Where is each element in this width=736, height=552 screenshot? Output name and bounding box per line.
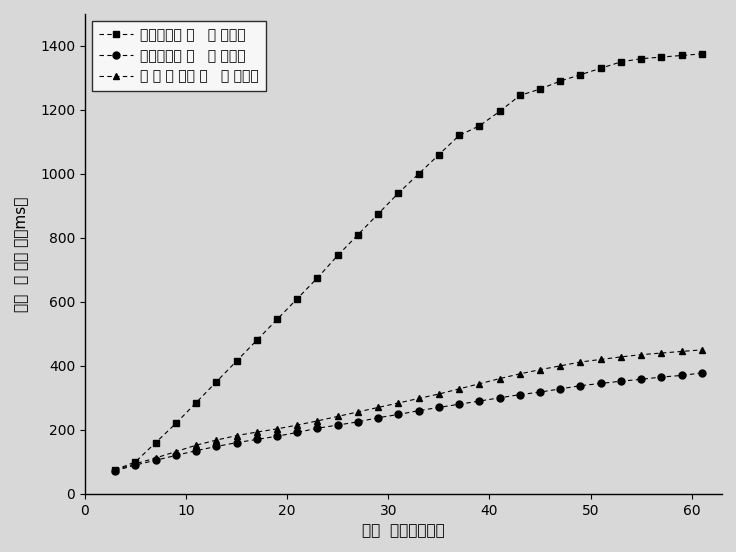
- 典型并行方 法   建 立光路: [536, 389, 545, 395]
- 典型并行方 法   建 立光路: [353, 418, 362, 425]
- 本 发 明 的方 法   建 立光路: [414, 395, 423, 402]
- 传统串行方 法   建 立光路: [151, 439, 160, 446]
- 本 发 明 的方 法   建 立光路: [313, 417, 322, 424]
- 典型并行方 法   建 立光路: [374, 415, 383, 421]
- 本 发 明 的方 法   建 立光路: [515, 370, 524, 377]
- 本 发 明 的方 法   建 立光路: [333, 413, 342, 420]
- 典型并行方 法   建 立光路: [495, 395, 504, 401]
- 典型并行方 法   建 立光路: [212, 443, 221, 450]
- 典型并行方 法   建 立光路: [313, 425, 322, 432]
- 典型并行方 法   建 立光路: [556, 386, 565, 392]
- 传统串行方 法   建 立光路: [252, 337, 261, 343]
- 本 发 明 的方 法   建 立光路: [576, 359, 585, 365]
- 典型并行方 法   建 立光路: [151, 457, 160, 464]
- 典型并行方 法   建 立光路: [252, 436, 261, 443]
- 典型并行方 法   建 立光路: [596, 380, 605, 387]
- 典型并行方 法   建 立光路: [637, 376, 645, 383]
- 本 发 明 的方 法   建 立光路: [131, 460, 140, 467]
- 传统串行方 法   建 立光路: [698, 51, 707, 57]
- Line: 典型并行方 法   建 立光路: 典型并行方 法 建 立光路: [112, 369, 705, 474]
- 本 发 明 的方 法   建 立光路: [272, 426, 281, 432]
- 传统串行方 法   建 立光路: [677, 52, 686, 59]
- 传统串行方 法   建 立光路: [374, 210, 383, 217]
- Y-axis label: 光路  建 立时 间（ms）: 光路 建 立时 间（ms）: [14, 196, 29, 311]
- 本 发 明 的方 法   建 立光路: [151, 455, 160, 461]
- 本 发 明 的方 法   建 立光路: [677, 348, 686, 355]
- 本 发 明 的方 法   建 立光路: [191, 442, 200, 449]
- 本 发 明 的方 法   建 立光路: [536, 367, 545, 373]
- 典型并行方 法   建 立光路: [515, 391, 524, 398]
- 本 发 明 的方 法   建 立光路: [455, 386, 464, 392]
- 本 发 明 的方 法   建 立光路: [293, 422, 302, 428]
- 本 发 明 的方 法   建 立光路: [353, 408, 362, 415]
- X-axis label: 光路  需要的节点数: 光路 需要的节点数: [362, 523, 445, 538]
- 本 发 明 的方 法   建 立光路: [475, 380, 484, 387]
- 传统串行方 法   建 立光路: [232, 358, 241, 364]
- 典型并行方 法   建 立光路: [171, 452, 180, 459]
- 本 发 明 的方 法   建 立光路: [232, 432, 241, 439]
- 传统串行方 法   建 立光路: [171, 420, 180, 427]
- 传统串行方 法   建 立光路: [212, 379, 221, 385]
- 传统串行方 法   建 立光路: [536, 86, 545, 92]
- 传统串行方 法   建 立光路: [414, 171, 423, 177]
- Line: 传统串行方 法   建 立光路: 传统串行方 法 建 立光路: [112, 50, 705, 473]
- 传统串行方 法   建 立光路: [191, 399, 200, 406]
- 本 发 明 的方 法   建 立光路: [111, 467, 120, 474]
- 典型并行方 法   建 立光路: [475, 398, 484, 405]
- 典型并行方 法   建 立光路: [576, 383, 585, 389]
- 典型并行方 法   建 立光路: [455, 401, 464, 407]
- 传统串行方 法   建 立光路: [293, 295, 302, 302]
- 传统串行方 法   建 立光路: [434, 151, 443, 158]
- 典型并行方 法   建 立光路: [191, 447, 200, 454]
- 典型并行方 法   建 立光路: [394, 411, 403, 418]
- 本 发 明 的方 法   建 立光路: [434, 391, 443, 397]
- 典型并行方 法   建 立光路: [333, 422, 342, 428]
- 典型并行方 法   建 立光路: [434, 404, 443, 411]
- 传统串行方 法   建 立光路: [657, 54, 666, 60]
- 本 发 明 的方 法   建 立光路: [657, 350, 666, 357]
- 传统串行方 法   建 立光路: [596, 65, 605, 72]
- 传统串行方 法   建 立光路: [455, 132, 464, 139]
- 典型并行方 法   建 立光路: [414, 407, 423, 414]
- 传统串行方 法   建 立光路: [576, 71, 585, 78]
- 传统串行方 法   建 立光路: [475, 123, 484, 129]
- Legend: 传统串行方 法   建 立光路, 典型并行方 法   建 立光路, 本 发 明 的方 法   建 立光路: 传统串行方 法 建 立光路, 典型并行方 法 建 立光路, 本 发 明 的方 法…: [92, 21, 266, 91]
- 传统串行方 法   建 立光路: [617, 59, 626, 65]
- 典型并行方 法   建 立光路: [293, 429, 302, 436]
- 本 发 明 的方 法   建 立光路: [617, 354, 626, 360]
- 传统串行方 法   建 立光路: [272, 316, 281, 323]
- 传统串行方 法   建 立光路: [313, 274, 322, 281]
- 本 发 明 的方 法   建 立光路: [637, 351, 645, 358]
- 本 发 明 的方 法   建 立光路: [698, 347, 707, 353]
- 本 发 明 的方 法   建 立光路: [394, 400, 403, 406]
- 典型并行方 法   建 立光路: [657, 374, 666, 380]
- 传统串行方 法   建 立光路: [353, 231, 362, 238]
- 本 发 明 的方 法   建 立光路: [171, 448, 180, 455]
- 本 发 明 的方 法   建 立光路: [212, 437, 221, 443]
- 典型并行方 法   建 立光路: [617, 378, 626, 385]
- 典型并行方 法   建 立光路: [232, 439, 241, 446]
- 传统串行方 法   建 立光路: [333, 252, 342, 259]
- 传统串行方 法   建 立光路: [131, 459, 140, 465]
- 本 发 明 的方 法   建 立光路: [495, 375, 504, 382]
- 本 发 明 的方 法   建 立光路: [374, 404, 383, 411]
- 本 发 明 的方 法   建 立光路: [596, 356, 605, 363]
- 传统串行方 法   建 立光路: [515, 92, 524, 99]
- 典型并行方 法   建 立光路: [698, 370, 707, 376]
- 典型并行方 法   建 立光路: [111, 468, 120, 474]
- 传统串行方 法   建 立光路: [637, 55, 645, 62]
- 本 发 明 的方 法   建 立光路: [556, 363, 565, 369]
- 传统串行方 法   建 立光路: [556, 78, 565, 84]
- 典型并行方 法   建 立光路: [677, 372, 686, 379]
- 传统串行方 法   建 立光路: [111, 466, 120, 473]
- 本 发 明 的方 法   建 立光路: [252, 429, 261, 436]
- 典型并行方 法   建 立光路: [272, 433, 281, 439]
- 传统串行方 法   建 立光路: [495, 108, 504, 115]
- 传统串行方 法   建 立光路: [394, 190, 403, 197]
- 典型并行方 法   建 立光路: [131, 461, 140, 468]
- Line: 本 发 明 的方 法   建 立光路: 本 发 明 的方 法 建 立光路: [112, 346, 705, 474]
